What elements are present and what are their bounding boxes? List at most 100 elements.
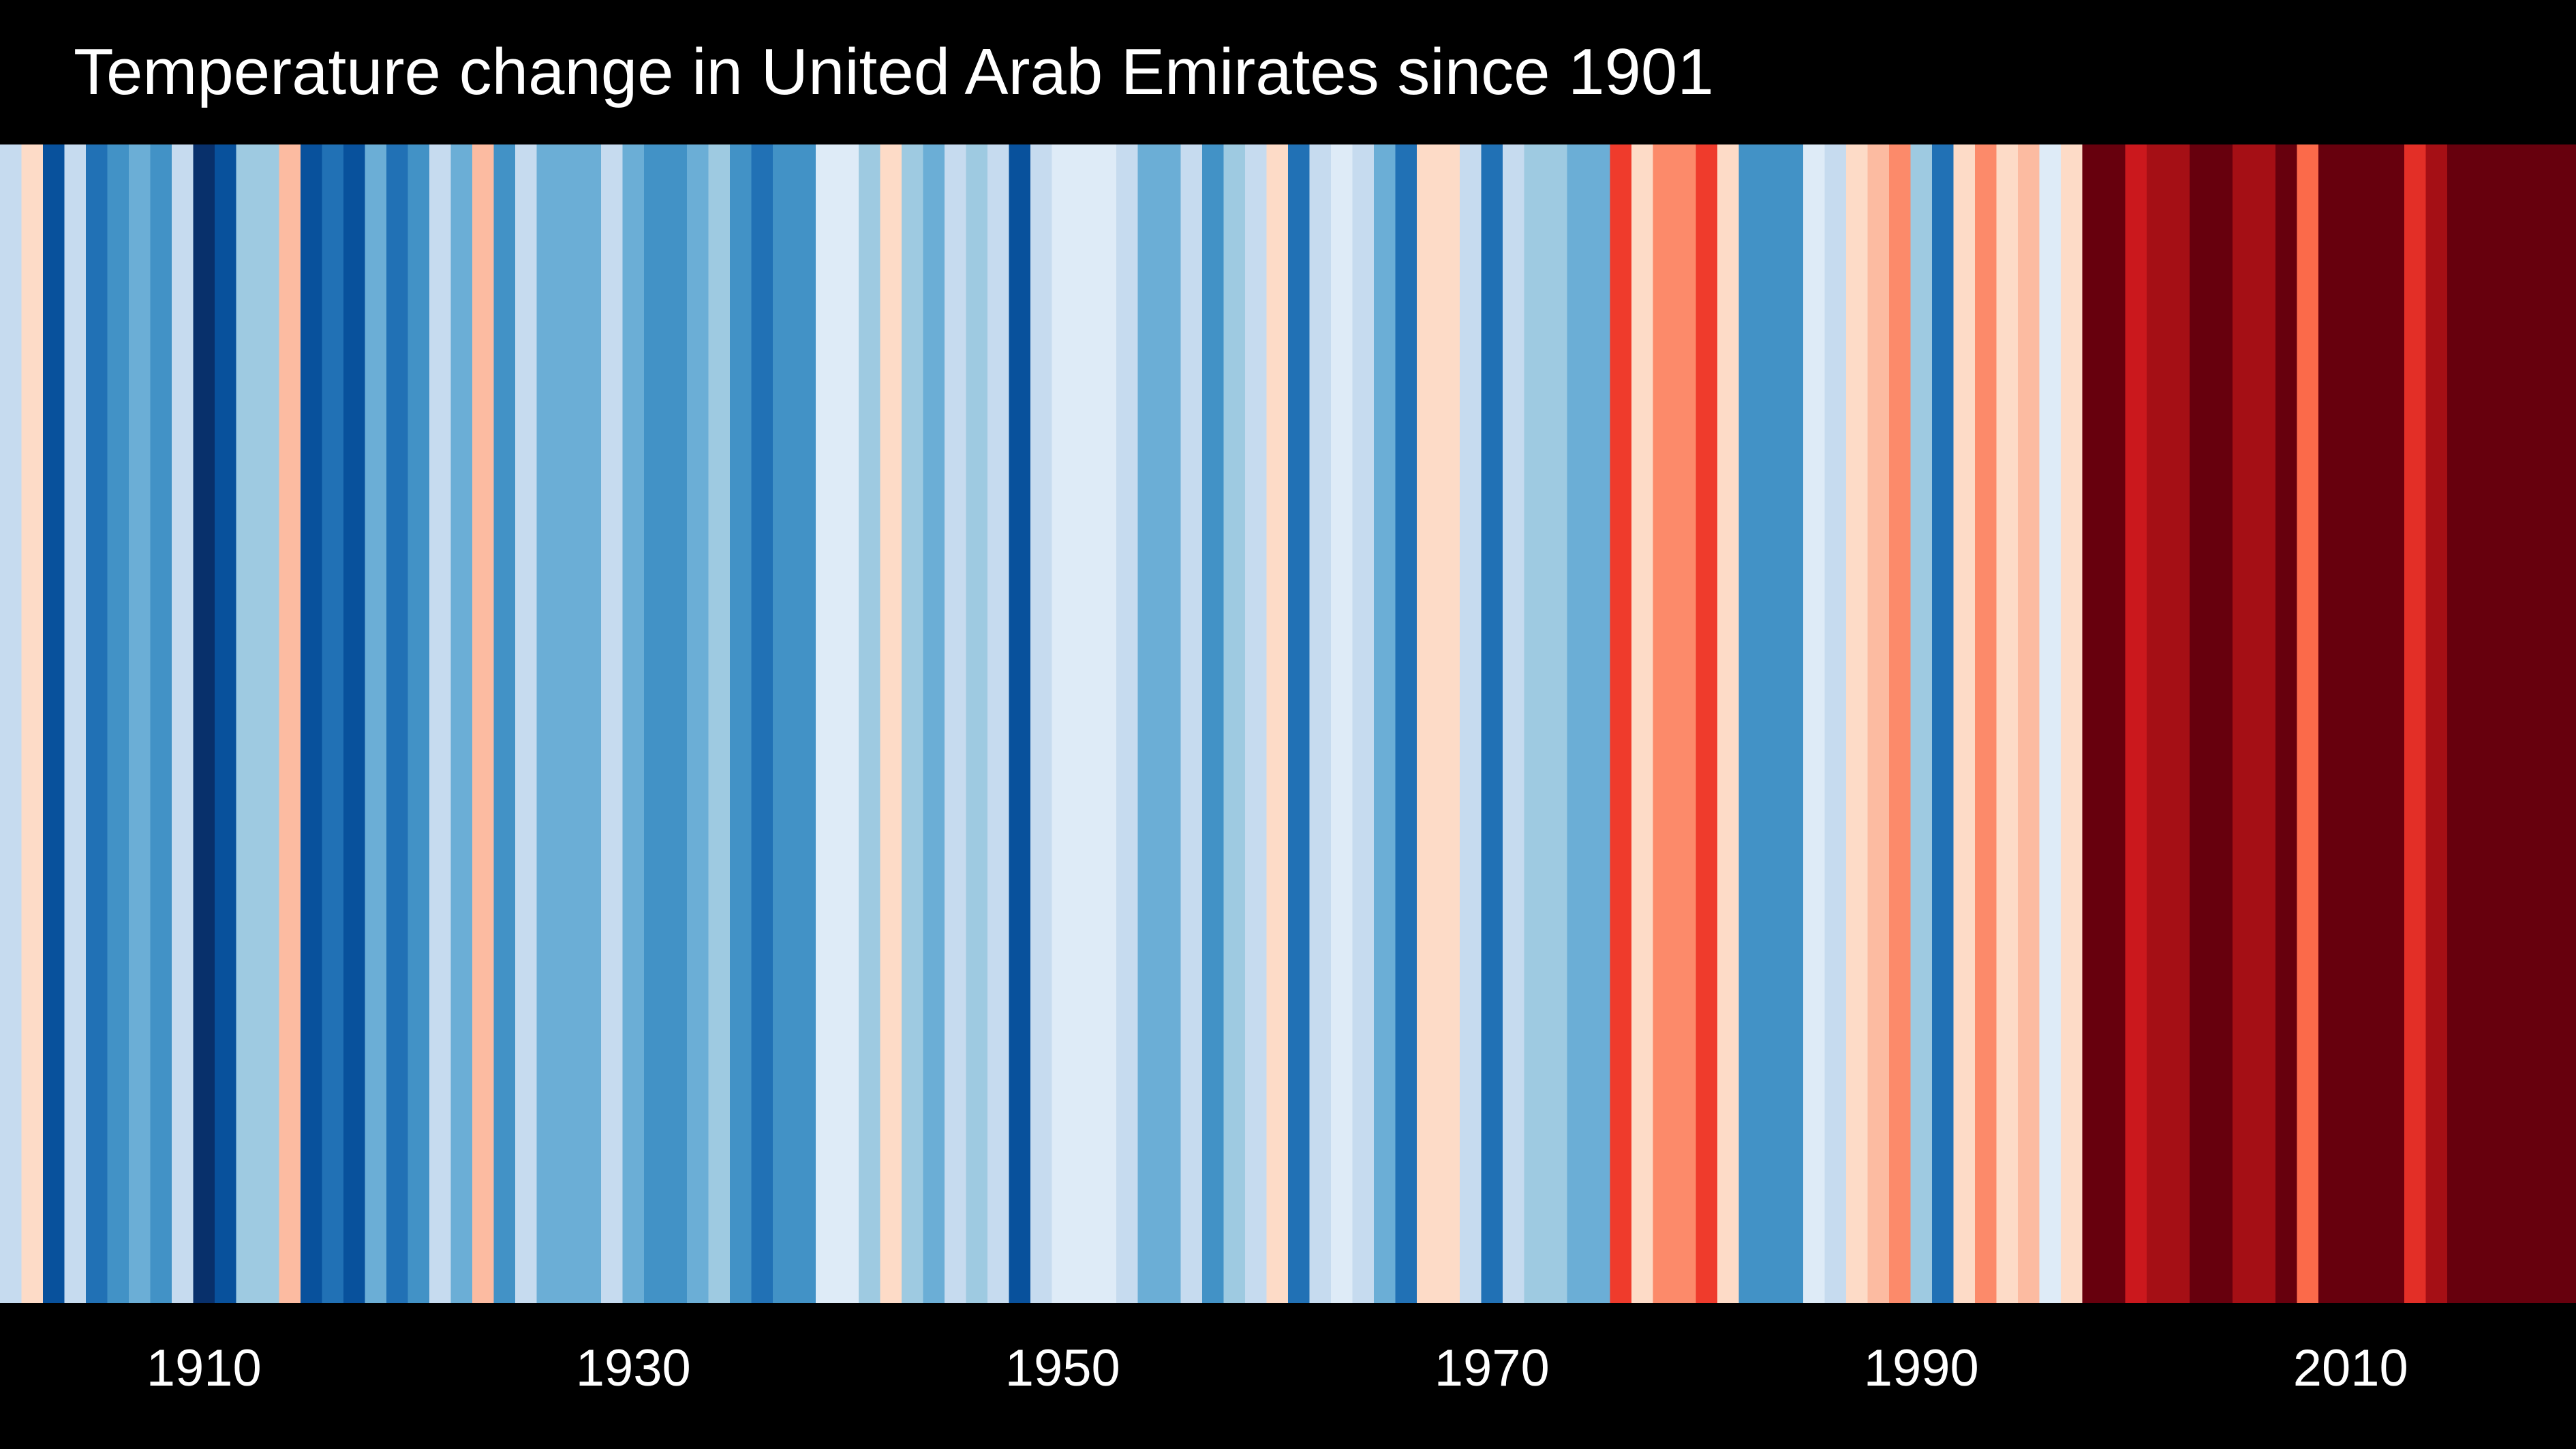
stripe-1924 bbox=[493, 144, 516, 1303]
stripes-group bbox=[0, 144, 2576, 1303]
stripe-1993 bbox=[1975, 144, 1997, 1303]
stripe-1998 bbox=[2082, 144, 2104, 1303]
stripe-1918 bbox=[365, 144, 387, 1303]
stripe-1905 bbox=[86, 144, 108, 1303]
stripe-1911 bbox=[215, 144, 237, 1303]
stripe-2019 bbox=[2533, 144, 2556, 1303]
stripe-2007 bbox=[2275, 144, 2298, 1303]
stripe-2015 bbox=[2447, 144, 2470, 1303]
stripe-1901 bbox=[0, 144, 22, 1303]
stripe-1965 bbox=[1374, 144, 1396, 1303]
stripe-1945 bbox=[945, 144, 967, 1303]
stripe-2014 bbox=[2425, 144, 2448, 1303]
stripe-1942 bbox=[880, 144, 902, 1303]
x-tick-label-1930: 1930 bbox=[576, 1339, 691, 1397]
stripe-1917 bbox=[343, 144, 366, 1303]
stripe-2004 bbox=[2211, 144, 2233, 1303]
stripe-2016 bbox=[2468, 144, 2491, 1303]
stripe-1975 bbox=[1589, 144, 1611, 1303]
stripe-1919 bbox=[386, 144, 409, 1303]
stripe-1953 bbox=[1116, 144, 1139, 1303]
stripe-1912 bbox=[236, 144, 258, 1303]
stripe-1974 bbox=[1567, 144, 1589, 1303]
stripe-2020 bbox=[2554, 144, 2576, 1303]
stripe-1903 bbox=[43, 144, 65, 1303]
stripe-1970 bbox=[1481, 144, 1503, 1303]
stripe-1929 bbox=[601, 144, 624, 1303]
stripe-1950 bbox=[1052, 144, 1074, 1303]
stripe-1988 bbox=[1867, 144, 1890, 1303]
stripe-1963 bbox=[1331, 144, 1353, 1303]
stripe-1934 bbox=[708, 144, 731, 1303]
stripe-2005 bbox=[2233, 144, 2255, 1303]
x-tick-label-1910: 1910 bbox=[147, 1339, 262, 1397]
x-tick-label-1950: 1950 bbox=[1005, 1339, 1120, 1397]
stripe-1920 bbox=[408, 144, 430, 1303]
stripe-1904 bbox=[64, 144, 87, 1303]
stripe-1913 bbox=[258, 144, 280, 1303]
stripe-1971 bbox=[1503, 144, 1525, 1303]
stripe-1909 bbox=[172, 144, 194, 1303]
stripe-1994 bbox=[1996, 144, 2019, 1303]
stripe-2012 bbox=[2382, 144, 2405, 1303]
stripe-1941 bbox=[859, 144, 881, 1303]
stripe-1914 bbox=[279, 144, 301, 1303]
stripe-1921 bbox=[429, 144, 452, 1303]
stripe-1902 bbox=[21, 144, 44, 1303]
stripe-1959 bbox=[1245, 144, 1268, 1303]
stripe-1908 bbox=[150, 144, 172, 1303]
stripe-2006 bbox=[2254, 144, 2276, 1303]
stripe-1937 bbox=[773, 144, 795, 1303]
stripe-1915 bbox=[301, 144, 323, 1303]
stripe-1966 bbox=[1395, 144, 1417, 1303]
stripe-1995 bbox=[2018, 144, 2040, 1303]
stripe-1983 bbox=[1760, 144, 1783, 1303]
stripe-1910 bbox=[193, 144, 215, 1303]
stripe-1947 bbox=[987, 144, 1010, 1303]
stripe-1955 bbox=[1159, 144, 1182, 1303]
stripe-1922 bbox=[450, 144, 473, 1303]
stripe-2009 bbox=[2318, 144, 2341, 1303]
stripe-1968 bbox=[1438, 144, 1460, 1303]
stripe-1964 bbox=[1352, 144, 1375, 1303]
stripe-1916 bbox=[322, 144, 344, 1303]
stripe-1973 bbox=[1546, 144, 1568, 1303]
stripe-1935 bbox=[730, 144, 752, 1303]
stripe-2013 bbox=[2404, 144, 2427, 1303]
stripe-2001 bbox=[2147, 144, 2169, 1303]
stripe-1931 bbox=[644, 144, 666, 1303]
stripe-2018 bbox=[2511, 144, 2534, 1303]
stripe-1984 bbox=[1781, 144, 1804, 1303]
stripe-1990 bbox=[1910, 144, 1933, 1303]
stripe-1981 bbox=[1717, 144, 1740, 1303]
stripe-1954 bbox=[1137, 144, 1160, 1303]
stripe-1906 bbox=[107, 144, 129, 1303]
stripe-1978 bbox=[1653, 144, 1675, 1303]
stripe-1961 bbox=[1288, 144, 1310, 1303]
stripe-2011 bbox=[2361, 144, 2384, 1303]
stripe-1980 bbox=[1696, 144, 1718, 1303]
stripe-1960 bbox=[1266, 144, 1289, 1303]
stripe-1972 bbox=[1524, 144, 1546, 1303]
stripe-2003 bbox=[2190, 144, 2212, 1303]
stripe-2017 bbox=[2490, 144, 2513, 1303]
stripe-2008 bbox=[2297, 144, 2319, 1303]
x-tick-label-1990: 1990 bbox=[1864, 1339, 1979, 1397]
stripe-2010 bbox=[2340, 144, 2362, 1303]
stripe-1986 bbox=[1824, 144, 1847, 1303]
stripe-1940 bbox=[837, 144, 859, 1303]
stripe-1923 bbox=[472, 144, 495, 1303]
stripe-1944 bbox=[923, 144, 945, 1303]
stripe-1999 bbox=[2104, 144, 2126, 1303]
stripe-1985 bbox=[1803, 144, 1826, 1303]
stripe-1933 bbox=[687, 144, 709, 1303]
x-tick-label-2010: 2010 bbox=[2293, 1339, 2408, 1397]
stripe-1987 bbox=[1846, 144, 1869, 1303]
stripe-1958 bbox=[1223, 144, 1246, 1303]
stripe-1991 bbox=[1932, 144, 1954, 1303]
stripe-1967 bbox=[1417, 144, 1439, 1303]
chart-title: Temperature change in United Arab Emirat… bbox=[74, 35, 1714, 108]
stripe-1976 bbox=[1610, 144, 1632, 1303]
stripe-1948 bbox=[1009, 144, 1031, 1303]
